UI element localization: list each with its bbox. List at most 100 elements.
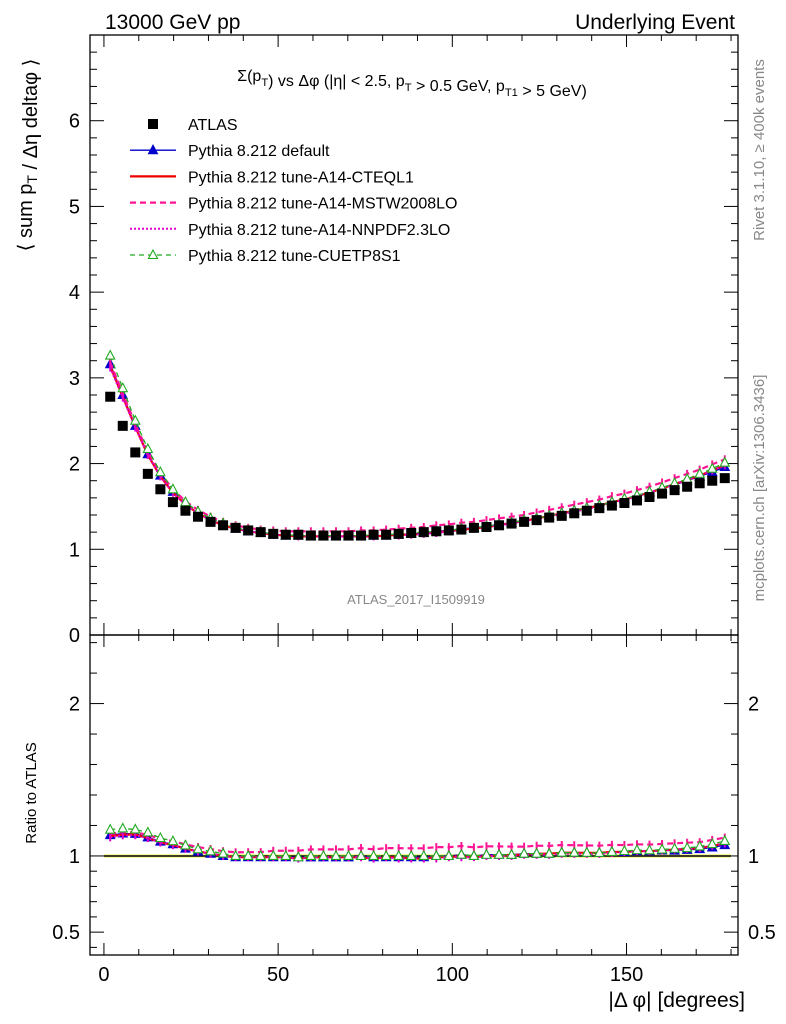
series-red [109, 365, 726, 860]
y-tick-label-main: 3 [69, 368, 80, 390]
y-tick-label-main: 4 [69, 282, 80, 304]
series-point-main [142, 442, 154, 454]
atlas-data-point [343, 530, 354, 541]
x-axis-label: |Δ φ| [degrees] [608, 989, 745, 1012]
atlas-data-point [707, 475, 718, 486]
atlas-data-point [682, 481, 693, 492]
series-point-ratio [468, 849, 480, 861]
series-point-ratio [493, 848, 505, 859]
series-point-ratio [719, 834, 731, 846]
series-point-ratio [581, 846, 593, 857]
main-ylabel: ⟨ sum pT / Δη deltaφ ⟩ [15, 59, 42, 252]
series-layer [104, 349, 731, 863]
atlas-data-point [569, 508, 580, 519]
series-line-main [109, 361, 726, 533]
atlas-data-point [368, 529, 379, 540]
series-point-ratio [556, 846, 568, 857]
atlas-data-point [456, 524, 467, 535]
atlas-data-point [130, 447, 141, 458]
series-point-ratio [455, 848, 467, 859]
atlas-data-point [531, 515, 542, 526]
series-point-ratio [681, 841, 693, 853]
atlas-data-point [243, 525, 254, 536]
series-point-ratio [430, 849, 442, 861]
series-point-ratio [242, 849, 254, 861]
series-point-main [129, 414, 141, 425]
y-tick-label-ratio-right: 1 [748, 846, 759, 868]
series-point-ratio [568, 846, 580, 857]
series-line-ratio [110, 831, 725, 854]
atlas-data-point [719, 473, 730, 484]
legend-label: Pythia 8.212 default [188, 143, 330, 160]
atlas-data-point [205, 516, 216, 527]
atlas-data-point [230, 522, 241, 533]
atlas-data-point [318, 530, 329, 541]
series-point-main [167, 483, 179, 494]
atlas-data-point [443, 525, 454, 536]
legend-label: Pythia 8.212 tune-CUETP8S1 [188, 248, 401, 265]
atlas-data-point [330, 530, 341, 541]
series-point-ratio [167, 835, 179, 846]
y-tick-label-main: 1 [69, 539, 80, 561]
series-point-ratio [619, 844, 630, 856]
series-point-ratio [368, 849, 380, 861]
series-point-ratio [355, 849, 367, 861]
series-point-ratio [631, 843, 643, 855]
series-dotted [109, 363, 726, 863]
atlas-data-point [431, 526, 442, 537]
y-tick-label-main: 5 [69, 196, 80, 218]
series-point-ratio [393, 849, 405, 861]
atlas-data-point [594, 503, 605, 514]
series-point-ratio [518, 847, 530, 858]
series-point-ratio [706, 837, 718, 849]
atlas-data-point [356, 530, 367, 541]
x-tick-label: 150 [610, 964, 643, 986]
series-point-ratio [506, 848, 517, 859]
series-point-main [154, 465, 166, 477]
legend-marker [147, 144, 159, 155]
atlas-data-point [468, 522, 479, 533]
legend-entry: Pythia 8.212 tune-A14-MSTW2008LO [130, 196, 457, 213]
legend-entry: Pythia 8.212 default [130, 143, 330, 160]
series-point-ratio [606, 845, 618, 856]
y-tick-label-main: 0 [69, 625, 80, 647]
series-point-ratio [543, 847, 555, 858]
legend-entry: Pythia 8.212 tune-CUETP8S1 [130, 248, 401, 265]
series-point-ratio [180, 839, 191, 850]
series-point-ratio [230, 849, 242, 861]
series-point-ratio [318, 849, 329, 861]
series-point-ratio [142, 826, 154, 837]
atlas-data-point [293, 529, 304, 540]
series-point-ratio [292, 851, 304, 862]
series-dashed [109, 358, 726, 857]
series-point-ratio [104, 823, 116, 834]
x-tick-label: 50 [267, 964, 289, 986]
series-point-ratio [154, 831, 166, 843]
series-point-ratio [443, 849, 455, 861]
header-left: 13000 GeV pp [105, 11, 240, 34]
atlas-data-point [619, 498, 630, 508]
series-point-ratio [593, 846, 605, 857]
series-point-ratio [405, 849, 417, 861]
header-right: Underlying Event [575, 11, 735, 34]
atlas-data-point [268, 528, 279, 539]
atlas-data-point [644, 492, 655, 502]
series-point-ratio [694, 840, 706, 851]
x-tick-label: 0 [98, 964, 109, 986]
y-tick-label-ratio: 0.5 [52, 922, 80, 944]
series-point-main [104, 349, 116, 360]
atlas-data-point [669, 485, 680, 496]
series-point-ratio [255, 849, 267, 861]
atlas-data-point [117, 420, 128, 431]
atlas-data-point [544, 512, 555, 523]
series-line-main [109, 355, 726, 537]
atlas-data-point [631, 495, 642, 506]
series-point-main [694, 467, 706, 478]
series-line-main [109, 367, 726, 538]
analysis-watermark: ATLAS_2017_I1509919 [347, 592, 485, 607]
series-point-ratio [305, 849, 317, 861]
atlas-data-point [606, 500, 617, 511]
series-point-ratio [418, 849, 430, 861]
legend-label: Pythia 8.212 tune-A14-NNPDF2.3LO [188, 222, 450, 239]
series-point-ratio [267, 849, 279, 861]
